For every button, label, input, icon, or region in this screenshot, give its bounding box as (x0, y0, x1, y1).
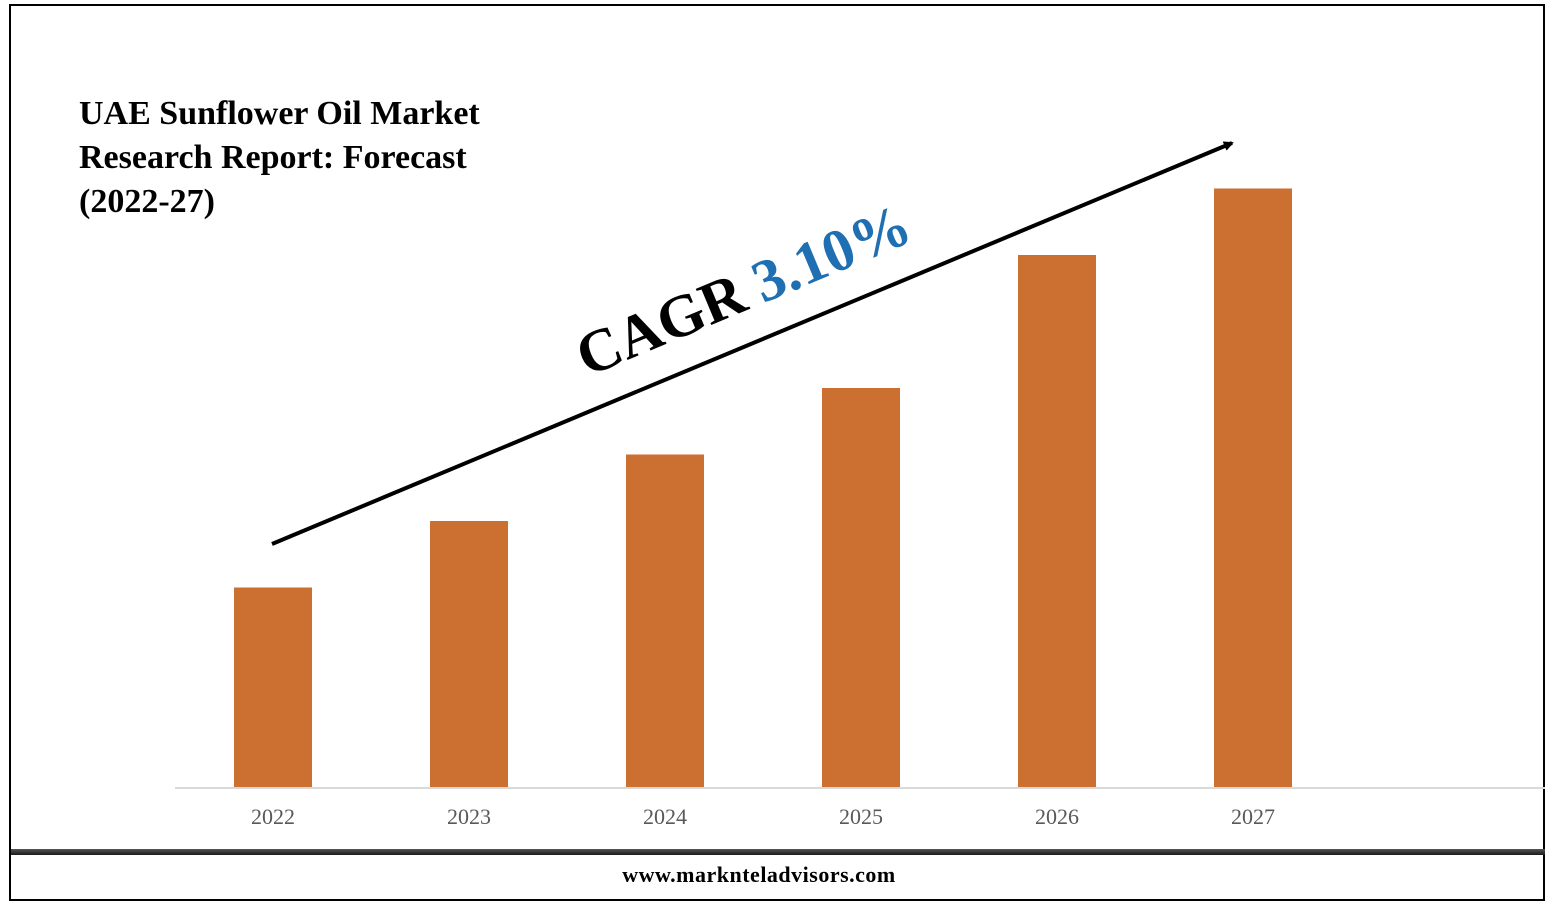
growth-arrow (271, 141, 1234, 546)
bar-2024 (626, 454, 704, 787)
bar-2023 (430, 521, 508, 787)
title-line-3: (2022-27) (79, 183, 215, 220)
bars-group (234, 188, 1292, 787)
footer-url: www.marknteladvisors.com (622, 862, 896, 887)
bar-2026 (1018, 255, 1096, 787)
cagr-value: 3.10% (742, 191, 920, 316)
x-tick-label-2025: 2025 (839, 804, 883, 829)
x-tick-label-2023: 2023 (447, 804, 491, 829)
bar-2027 (1214, 188, 1292, 787)
title-line-1: UAE Sunflower Oil Market (79, 95, 480, 132)
cagr-annotation: CAGR3.10% (567, 191, 921, 389)
x-tick-label-2027: 2027 (1231, 804, 1275, 829)
footer-divider (11, 849, 1545, 855)
title-line-2: Research Report: Forecast (79, 139, 467, 176)
bar-2025 (822, 388, 900, 787)
x-tick-labels: 2022 2023 2024 2025 2026 2027 (251, 804, 1275, 829)
chart-title: UAE Sunflower Oil Market Research Report… (79, 92, 599, 224)
x-tick-label-2022: 2022 (251, 804, 295, 829)
x-tick-label-2026: 2026 (1035, 804, 1079, 829)
x-tick-label-2024: 2024 (643, 804, 687, 829)
cagr-label: CAGR (567, 260, 756, 389)
bar-2022 (234, 587, 312, 787)
